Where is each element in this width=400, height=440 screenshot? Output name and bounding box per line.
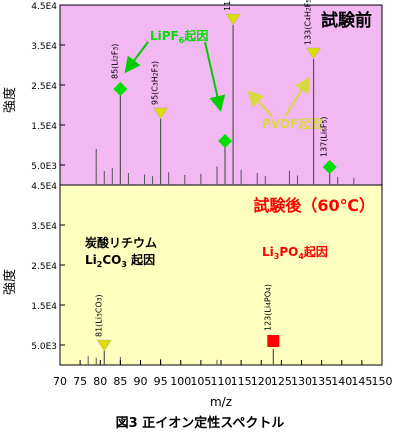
- carbonate-annotation-line1: 炭酸リチウム: [85, 235, 157, 250]
- lipf6-annotation: LiPF6起因: [150, 28, 208, 45]
- x-axis-label: m/z: [210, 395, 232, 409]
- pvdf-arrow-1: [247, 90, 273, 117]
- y-tick-label: 2.5E4: [31, 262, 57, 272]
- x-tick-label: 105: [190, 375, 211, 388]
- pvdf-arrow-2: [284, 76, 311, 117]
- peak-marker-triangle: [153, 107, 169, 120]
- peak-label: 137(Li6F5): [320, 117, 329, 157]
- pvdf-annotation: PVDF起因: [262, 116, 322, 131]
- peak-label: 123(Li4PO4): [263, 284, 272, 331]
- peak-label: 81(Li3CO3): [94, 294, 103, 337]
- y-tick-label: 3.5E4: [31, 222, 57, 232]
- carbonate-annotation-line2: Li2CO3 起因: [85, 252, 155, 269]
- y-tick-label: 4.5E4: [31, 2, 57, 12]
- y-tick-label: 3.5E4: [31, 42, 57, 52]
- x-tick-label: 80: [93, 375, 107, 388]
- peak-label: 95(C3H2F3): [151, 61, 160, 105]
- lipf6-arrow-2: [204, 41, 226, 112]
- x-tick-label: 100: [170, 375, 191, 388]
- x-tick-label: 140: [331, 375, 352, 388]
- bottom-panel-background: [60, 185, 382, 365]
- top-panel-title: 試験前: [321, 10, 372, 31]
- peak-marker-triangle: [96, 339, 112, 352]
- x-tick-label: 135: [311, 375, 332, 388]
- top-panel-background: [60, 5, 382, 185]
- x-tick-label: 145: [351, 375, 372, 388]
- bottom-panel-title: 試験後（60℃）: [253, 196, 375, 215]
- peak-label: 113(C3HF4): [223, 0, 232, 11]
- lipf6-arrow-1: [124, 41, 149, 74]
- peak-marker-diamond: [113, 82, 128, 96]
- x-tick-label: 150: [372, 375, 393, 388]
- x-tick-label: 120: [251, 375, 272, 388]
- y-tick-label: 1.5E4: [31, 302, 57, 312]
- x-tick-label: 95: [154, 375, 168, 388]
- y-tick-label: 1.5E4: [31, 122, 57, 132]
- x-tick-label: 110: [211, 375, 232, 388]
- x-tick-label: 85: [113, 375, 127, 388]
- peak-marker-square: [267, 335, 280, 347]
- x-tick-label: 90: [134, 375, 148, 388]
- y-tick-label: 4.5E4: [31, 182, 57, 192]
- x-tick-label: 125: [271, 375, 292, 388]
- peak-label: 133(C4H2F5): [304, 0, 313, 45]
- peak-label: 85(Li2F3): [110, 44, 119, 79]
- x-tick-label: 75: [73, 375, 87, 388]
- bottom-y-axis-label: 強度: [2, 269, 18, 295]
- top-y-axis-label: 強度: [2, 87, 18, 113]
- y-tick-label: 5.0E3: [31, 162, 57, 172]
- peak-marker-triangle: [225, 13, 241, 26]
- phosphate-annotation: Li3PO4起因: [262, 244, 328, 261]
- y-tick-label: 5.0E3: [31, 342, 57, 352]
- x-tick-label: 115: [231, 375, 252, 388]
- peak-marker-triangle: [306, 47, 322, 60]
- peak-marker-diamond: [218, 134, 233, 148]
- y-tick-label: 2.5E4: [31, 82, 57, 92]
- x-tick-label: 130: [291, 375, 312, 388]
- figure-caption: 図3 正イオン定性スペクトル: [116, 415, 285, 431]
- peak-marker-diamond: [322, 160, 337, 174]
- x-tick-label: 70: [53, 375, 67, 388]
